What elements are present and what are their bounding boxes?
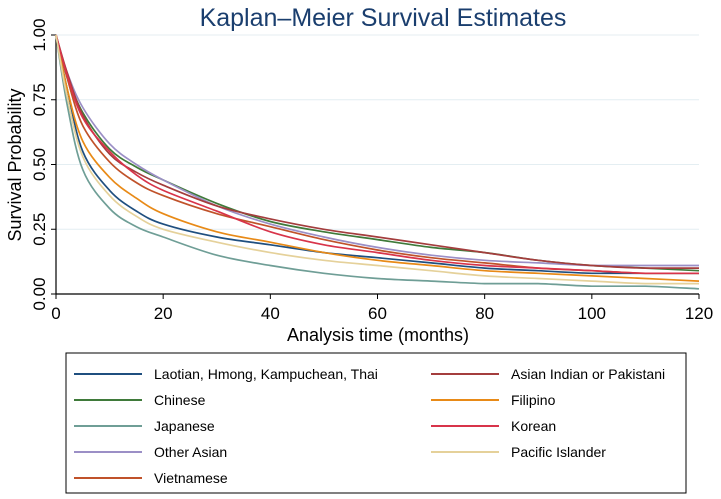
legend-label: Japanese [154,418,215,434]
series-line-pacific-islander [55,34,699,285]
x-tick-label: 40 [261,304,280,323]
y-axis-label: Survival Probability [5,88,25,241]
x-tick-label: 20 [154,304,173,323]
series-lines [55,34,700,290]
y-tick-label: 0.25 [30,213,49,246]
series-line-other-asian [55,34,699,267]
x-tick-label: 0 [51,304,60,323]
series-line-filipino [55,34,700,282]
y-tick-label: 1.00 [30,18,49,51]
legend-label: Asian Indian or Pakistani [511,366,665,382]
tick-labels: 0.00 0.25 0.50 0.75 1.00 0 20 40 60 80 100 120 [30,18,713,323]
legend-box [65,352,687,494]
y-tick-label: 0.75 [30,83,49,116]
series-line-korean [55,34,699,275]
legend-label: Vietnamese [154,470,228,486]
legend-label: Laotian, Hmong, Kampuchean, Thai [154,366,378,382]
x-tick-label: 100 [578,304,606,323]
legend: Laotian, Hmong, Kampuchean, Thai Chinese J… [74,366,665,486]
legend-label: Other Asian [154,444,227,460]
x-tick-label: 120 [685,304,713,323]
series-line-laotian-hmong-kampuchean-thai [55,34,699,275]
legend-label: Korean [511,418,556,434]
chart-title: Kaplan–Meier Survival Estimates [200,4,567,32]
y-tick-label: 0.50 [30,148,49,181]
legend-label: Filipino [511,392,556,408]
axes [51,34,700,299]
series-line-japanese [55,34,700,290]
y-tick-label: 0.00 [30,277,49,310]
x-tick-label: 80 [475,304,494,323]
x-tick-label: 60 [368,304,387,323]
legend-label: Pacific Islander [511,444,606,460]
legend-label: Chinese [154,392,206,408]
x-axis-label: Analysis time (months) [287,325,469,345]
